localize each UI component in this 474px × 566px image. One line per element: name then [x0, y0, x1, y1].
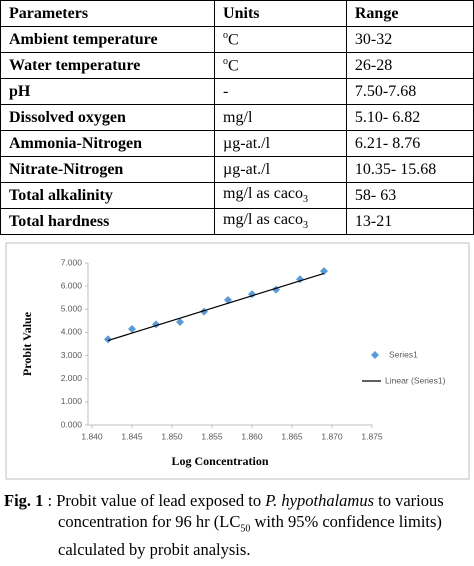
cell-text: C	[228, 31, 239, 49]
table-cell: µg-at./l	[214, 130, 347, 157]
x-tick-label: 1.870	[321, 431, 343, 441]
table-cell: Total hardness	[0, 208, 216, 235]
table-cell: oC	[214, 26, 347, 53]
table-row: pH -7.50-7.68	[0, 78, 474, 105]
table-cell: Water temperature	[0, 52, 216, 79]
data-point	[176, 318, 184, 327]
superscript: o	[223, 55, 229, 67]
caption-text: to various concentration for 96 hr (LC	[58, 491, 444, 531]
y-tick-label: 7.000	[61, 257, 83, 267]
parameter-table: Parameters Units Range Ambient temperature o…	[0, 0, 474, 235]
y-tick-label: 4.000	[61, 327, 83, 337]
table-cell: pH	[0, 78, 216, 105]
table-row: Ambient temperature oC 30-32	[0, 26, 474, 53]
data-point	[152, 320, 160, 329]
table-cell: 10.35- 15.68	[345, 156, 474, 183]
table-cell: 5.10- 6.82	[345, 104, 474, 131]
table-cell: 58- 63	[345, 182, 474, 209]
caption-label: Fig. 1	[4, 491, 44, 510]
x-tick-label: 1.845	[121, 431, 143, 441]
table-cell: Total alkalinity	[0, 182, 216, 209]
chart-frame	[5, 242, 470, 480]
table-cell: 30-32	[345, 26, 474, 53]
table-cell: oC	[214, 52, 347, 79]
x-tick-label: 1.855	[201, 431, 223, 441]
data-point	[104, 335, 112, 344]
legend-label: Linear (Series1)	[385, 375, 446, 385]
superscript: o	[223, 29, 229, 41]
table-row: Total hardness mg/l as caco3 13-21	[0, 208, 474, 235]
table-cell: mg/l	[214, 104, 347, 131]
table-row: Dissolved oxygen mg/l 5.10- 6.82	[0, 104, 474, 131]
subscript: 3	[303, 194, 309, 206]
header-cell: Range	[345, 0, 474, 27]
table-cell: mg/l as caco3	[214, 208, 347, 235]
table-cell: 6.21- 8.76	[345, 130, 474, 157]
table-cell: Ambient temperature	[0, 26, 216, 53]
table-cell: Ammonia-Nitrogen	[0, 130, 216, 157]
figure-caption: Fig. 1 : Probit value of lead exposed to…	[4, 490, 472, 560]
y-axis-title: Probit Value	[20, 311, 34, 376]
chart: Log Concentration Probit Value 0.000 1.00…	[5, 242, 470, 480]
cell-text: C	[228, 57, 239, 75]
subscript: 3	[303, 220, 309, 232]
x-axis-title: Log Concentration	[172, 454, 269, 468]
table-row: Total alkalinity mg/l as caco3 58- 63	[0, 182, 474, 209]
x-tick-label: 1.850	[161, 431, 183, 441]
species-name: P. hypothalamus	[265, 491, 374, 510]
x-tick-label: 1.840	[81, 431, 103, 441]
legend-marker	[371, 351, 379, 359]
data-point	[296, 275, 304, 284]
table-cell: 26-28	[345, 52, 474, 79]
legend-label: Series1	[389, 349, 418, 359]
y-tick-label: 2.000	[61, 373, 83, 383]
table-cell: mg/l as caco3	[214, 182, 347, 209]
table-cell: Nitrate-Nitrogen	[0, 156, 216, 183]
table-cell: 13-21	[345, 208, 474, 235]
y-tick-label: 1.000	[61, 396, 83, 406]
y-tick-label: 0.000	[61, 419, 83, 429]
y-tick-label: 5.000	[61, 304, 83, 314]
trendline	[107, 272, 325, 342]
table-cell: Dissolved oxygen	[0, 104, 216, 131]
header-cell: Parameters	[0, 0, 216, 27]
data-point	[128, 324, 136, 333]
caption-text: : Probit value of lead exposed to	[43, 491, 266, 510]
x-tick-label: 1.865	[281, 431, 303, 441]
y-tick-label: 6.000	[61, 280, 83, 290]
header-cell: Units	[214, 0, 347, 27]
x-tick-label: 1.860	[241, 431, 263, 441]
header-row: Parameters Units Range	[0, 0, 474, 27]
table-row: Water temperature oC 26-28	[0, 52, 474, 79]
table-cell: µg-at./l	[214, 156, 347, 183]
x-tick-label: 1.875	[361, 431, 383, 441]
y-tick-label: 3.000	[61, 350, 83, 360]
caption-text: with 95% confidence limits) calculated b…	[58, 512, 442, 560]
table-row: Nitrate-Nitrogen µg-at./l 10.35- 15.68	[0, 156, 474, 183]
data-point	[320, 267, 328, 276]
caption-subscript: 50	[240, 523, 251, 535]
cell-text: mg/l as caco	[223, 211, 304, 229]
table-cell: -	[214, 78, 347, 105]
table-row: Ammonia-Nitrogen µg-at./l 6.21- 8.76	[0, 130, 474, 157]
cell-text: mg/l as caco	[223, 185, 304, 203]
table-cell: 7.50-7.68	[345, 78, 474, 105]
